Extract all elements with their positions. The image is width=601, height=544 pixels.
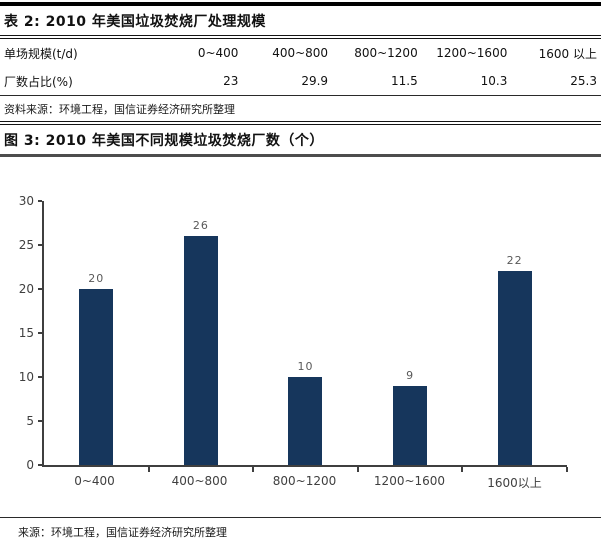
top-divider xyxy=(0,2,601,6)
bar-value-label: 10 xyxy=(297,360,314,373)
x-axis-category-label: 0~400 xyxy=(74,474,115,488)
cell-value: 23 xyxy=(223,74,239,88)
x-axis-tick-mark xyxy=(461,467,464,472)
figure-top-divider xyxy=(0,121,601,125)
row-label-scale: 单场规模(t/d) xyxy=(4,46,78,61)
scale-table: 单场规模(t/d) 0~400 400~800 800~1200 1200~16… xyxy=(0,39,601,95)
y-axis-tick-label: 0 xyxy=(26,458,34,472)
x-axis-tick-mark xyxy=(356,467,359,472)
row-label-share: 厂数占比(%) xyxy=(4,74,73,89)
bar-chart: 20 26 10 9 22 0 5 10 15 20 25 30 0~400 400~800 800~1… xyxy=(0,195,601,491)
y-axis-tick-mark xyxy=(38,376,42,378)
y-axis-tick-label: 15 xyxy=(18,326,34,340)
bar-slot: 20 xyxy=(44,201,149,465)
y-axis-tick-label: 20 xyxy=(18,282,34,296)
bar-value-label: 9 xyxy=(406,368,415,382)
x-axis-tick-mark xyxy=(147,467,150,472)
chart-x-labels: 0~400 400~800 800~1200 1200~1600 1600以上 xyxy=(42,467,567,491)
cell-value: 25.3 xyxy=(570,74,597,88)
figure-title-divider xyxy=(0,154,601,157)
column-header: 0~400 xyxy=(197,46,239,60)
table-title: 表 2: 2010 年美国垃圾焚烧厂处理规模 xyxy=(4,14,266,30)
x-axis-tick-mark xyxy=(252,467,255,472)
x-axis-category-label: 800~1200 xyxy=(272,474,337,488)
chart-plot-area: 20 26 10 9 22 0 5 10 15 20 25 30 xyxy=(19,195,568,472)
y-axis-tick-mark xyxy=(38,420,42,422)
x-axis-tick-mark xyxy=(566,467,568,472)
y-axis-tick-mark xyxy=(38,464,42,466)
x-axis-category-label: 400~800 xyxy=(171,474,228,488)
x-axis-category-label: 1600以上 xyxy=(487,476,542,490)
chart-bars: 20 26 10 9 22 xyxy=(44,201,567,465)
y-axis-tick-mark xyxy=(38,244,42,246)
y-axis-tick-mark xyxy=(38,200,42,202)
cell-value: 10.3 xyxy=(480,74,508,88)
bar-800~1200 xyxy=(288,377,323,465)
y-axis-tick-label: 25 xyxy=(18,238,34,252)
y-axis-tick-label: 30 xyxy=(18,194,34,208)
bar-400~800 xyxy=(183,236,218,465)
bar-slot: 26 xyxy=(149,201,254,465)
table-source-note: 资料来源：环境工程，国信证券经济研究所整理 xyxy=(4,103,235,116)
cell-value: 11.5 xyxy=(390,74,418,88)
y-axis-tick-mark xyxy=(38,332,42,334)
cell-value: 29.9 xyxy=(301,74,329,88)
table-row-scale: 单场规模(t/d) 0~400 400~800 800~1200 1200~16… xyxy=(0,39,601,67)
table-row-share: 厂数占比(%) 23 29.9 11.5 10.3 25.3 xyxy=(0,67,601,95)
column-header: 1600 以上 xyxy=(538,46,597,61)
figure-title: 图 3: 2010 年美国不同规模垃圾焚烧厂数（个） xyxy=(4,133,324,149)
bar-slot: 10 xyxy=(253,201,358,465)
bar-0~400 xyxy=(79,289,114,465)
y-axis-tick-label: 5 xyxy=(26,414,34,428)
bar-slot: 22 xyxy=(462,201,567,465)
figure-bottom-divider xyxy=(0,517,601,518)
table-header-divider xyxy=(0,35,601,39)
column-header: 400~800 xyxy=(272,46,329,60)
x-axis-category-label: 1200~1600 xyxy=(373,474,446,488)
bar-1600以上 xyxy=(497,271,532,465)
bar-value-label: 20 xyxy=(88,272,105,285)
y-axis-tick-mark xyxy=(38,288,42,290)
bar-slot: 9 xyxy=(358,201,463,465)
bar-1200~1600 xyxy=(393,385,428,465)
bar-value-label: 26 xyxy=(192,219,209,233)
table-footer-divider xyxy=(0,95,601,96)
bar-value-label: 22 xyxy=(506,254,523,268)
column-header: 1200~1600 xyxy=(436,46,508,60)
figure-source-note: 来源：环境工程，国信证券经济研究所整理 xyxy=(18,526,227,539)
y-axis-tick-label: 10 xyxy=(18,370,34,384)
column-header: 800~1200 xyxy=(354,46,418,60)
